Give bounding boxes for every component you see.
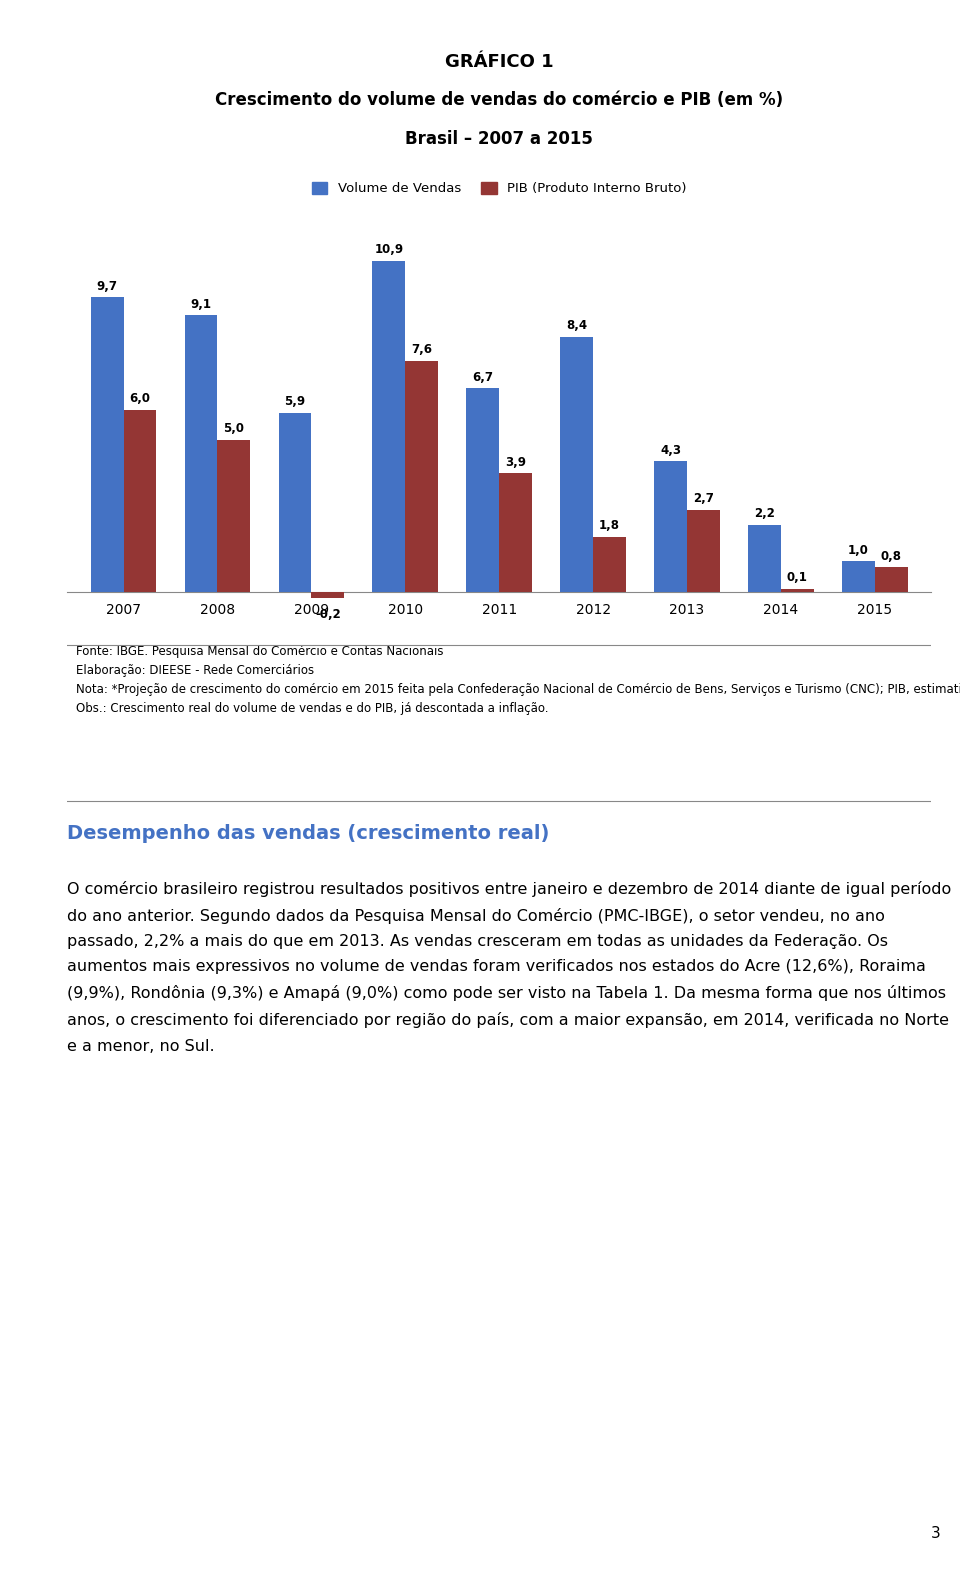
Text: 5,9: 5,9 [284, 395, 305, 407]
Bar [90, 297, 124, 591]
Bar [748, 525, 780, 591]
Bar [561, 337, 593, 591]
Text: 4,3: 4,3 [660, 444, 681, 456]
Bar [780, 588, 814, 591]
Bar [372, 261, 405, 591]
Text: 7,6: 7,6 [411, 343, 432, 357]
Text: 9,1: 9,1 [190, 297, 211, 311]
Text: GRÁFICO 1: GRÁFICO 1 [444, 52, 554, 71]
Text: 6,7: 6,7 [472, 371, 493, 384]
Bar [875, 568, 908, 591]
Text: Crescimento do volume de vendas do comércio e PIB (em %): Crescimento do volume de vendas do comér… [215, 91, 783, 109]
Bar [278, 412, 311, 591]
Text: Brasil – 2007 a 2015: Brasil – 2007 a 2015 [405, 131, 593, 148]
Text: Desempenho das vendas (crescimento real): Desempenho das vendas (crescimento real) [67, 824, 549, 843]
Text: 9,7: 9,7 [97, 280, 118, 293]
Bar [218, 440, 251, 591]
Text: 3: 3 [931, 1526, 941, 1542]
Bar [405, 362, 438, 591]
Bar [593, 536, 626, 591]
Text: 0,8: 0,8 [880, 549, 901, 563]
Bar [687, 510, 720, 591]
Text: 3,9: 3,9 [505, 456, 526, 469]
Text: 10,9: 10,9 [374, 244, 403, 256]
Bar [311, 591, 345, 598]
Text: 0,1: 0,1 [787, 571, 807, 584]
Bar [467, 389, 499, 591]
Text: 6,0: 6,0 [130, 392, 151, 404]
Text: 1,0: 1,0 [848, 544, 869, 557]
Text: 2,7: 2,7 [693, 492, 714, 505]
Text: O comércio brasileiro registrou resultados positivos entre janeiro e dezembro de: O comércio brasileiro registrou resultad… [67, 881, 951, 1054]
Bar [499, 473, 532, 591]
Legend: Volume de Vendas, PIB (Produto Interno Bruto): Volume de Vendas, PIB (Produto Interno B… [306, 176, 692, 201]
Text: 2,2: 2,2 [754, 507, 775, 521]
Bar [184, 316, 218, 591]
Text: -0,2: -0,2 [315, 609, 341, 621]
Bar [124, 409, 156, 591]
Bar [654, 461, 687, 591]
Text: 5,0: 5,0 [224, 422, 245, 436]
Text: Fonte: IBGE. Pesquisa Mensal do Comércio e Contas Nacionais
Elaboração: DIEESE -: Fonte: IBGE. Pesquisa Mensal do Comércio… [76, 645, 960, 716]
Text: 8,4: 8,4 [566, 319, 588, 332]
Text: 1,8: 1,8 [599, 519, 620, 532]
Bar [842, 562, 875, 591]
